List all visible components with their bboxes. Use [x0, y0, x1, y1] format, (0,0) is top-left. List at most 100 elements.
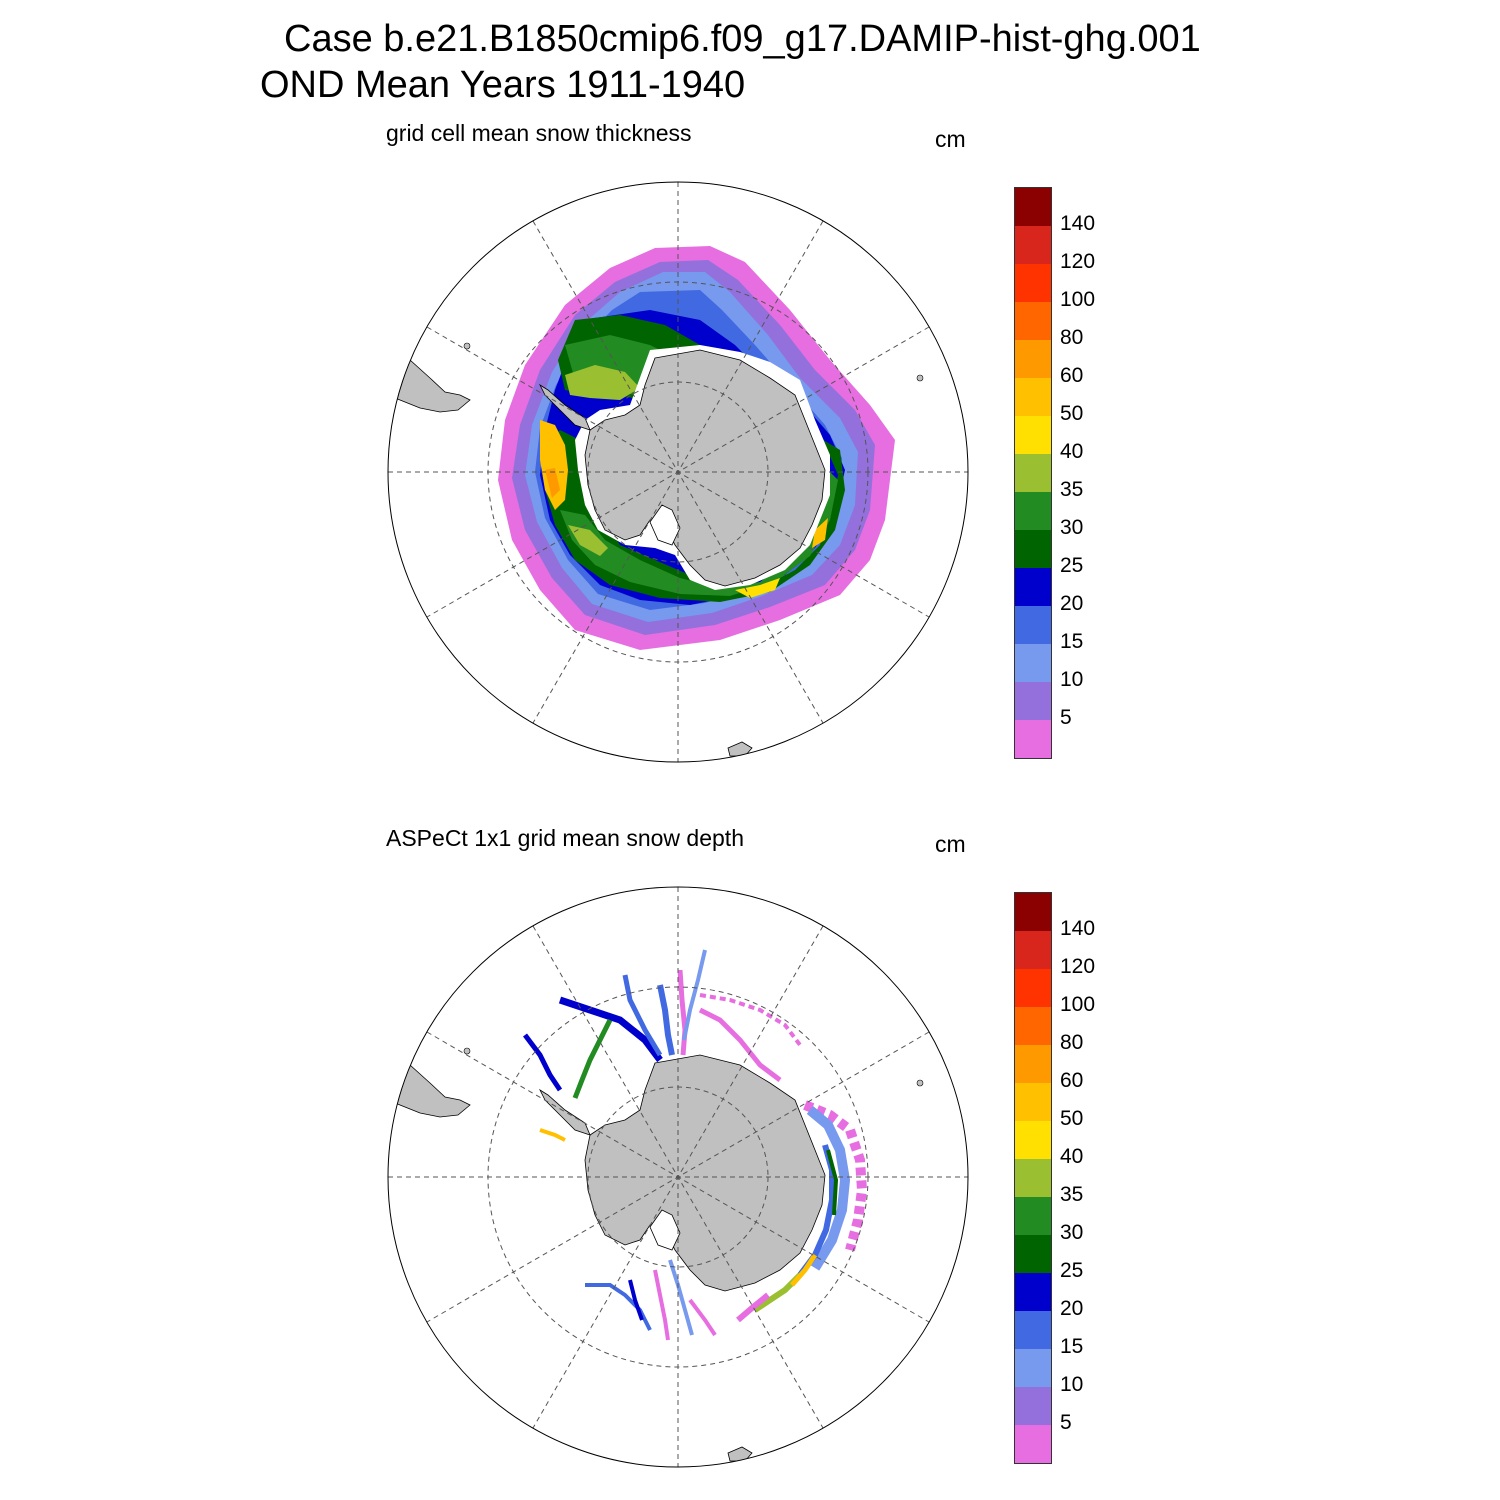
colorbar-tick-label: 120	[1060, 250, 1096, 273]
colorbar-segment	[1015, 568, 1051, 606]
colorbar-tick-label: 140	[1060, 212, 1096, 235]
tasmania-landmass	[727, 1446, 753, 1462]
track-east-green	[826, 1149, 839, 1216]
island-1	[463, 1047, 471, 1055]
snow-band-60	[545, 468, 560, 498]
snow-band-40-west-coast	[735, 578, 780, 598]
colorbar-segment	[1015, 1349, 1051, 1387]
track-east-coast-yellow	[790, 1253, 818, 1287]
ross-sea-embayment	[649, 1209, 681, 1251]
track-weddell-5	[677, 969, 688, 1056]
colorbar-segment	[1015, 1083, 1051, 1121]
colorbar-segment	[1015, 1387, 1051, 1425]
colorbar-segment	[1015, 416, 1051, 454]
colorbar-segment	[1015, 606, 1051, 644]
colorbar-tick-label: 35	[1060, 1183, 1084, 1206]
colorbar-segment	[1015, 454, 1051, 492]
panel1-map	[387, 181, 969, 763]
aspect-ship-tracks	[523, 949, 868, 1341]
panel1-colorbar	[1014, 187, 1052, 759]
colorbar-segment	[1015, 226, 1051, 264]
colorbar-segment	[1015, 969, 1051, 1007]
colorbar-segment	[1015, 1007, 1051, 1045]
colorbar-segment	[1015, 188, 1051, 226]
snow-band-50-peninsula	[540, 420, 568, 510]
colorbar-segment	[1015, 682, 1051, 720]
colorbar-tick-label: 35	[1060, 478, 1084, 501]
track-weddell-6	[682, 949, 707, 1041]
colorbar-tick-label: 25	[1060, 554, 1084, 577]
snow-band-40	[565, 365, 640, 400]
panel2-colorbar	[1014, 892, 1052, 1464]
colorbar-tick-label: 5	[1060, 1411, 1072, 1434]
island-1	[463, 342, 471, 350]
colorbar-tick-label: 20	[1060, 592, 1084, 615]
colorbar-tick-label: 10	[1060, 1373, 1084, 1396]
panel2-map-content	[388, 949, 924, 1462]
colorbar-tick-label: 100	[1060, 993, 1096, 1016]
track-east-outer	[803, 1100, 868, 1252]
colorbar-segment	[1015, 492, 1051, 530]
track-east-mid	[806, 1106, 851, 1271]
colorbar-segment	[1015, 264, 1051, 302]
south-america-landmass	[388, 1064, 471, 1118]
panel2-units: cm	[935, 831, 966, 857]
colorbar-segment	[1015, 893, 1051, 931]
colorbar-segment	[1015, 378, 1051, 416]
colorbar-tick-label: 5	[1060, 706, 1072, 729]
colorbar-tick-label: 25	[1060, 1259, 1084, 1282]
south-america-landmass	[388, 359, 471, 413]
track-peninsula	[523, 1033, 563, 1092]
colorbar-tick-label: 50	[1060, 402, 1084, 425]
track-east-coast-2	[736, 1292, 770, 1323]
island-2	[916, 1079, 924, 1087]
colorbar-tick-label: 30	[1060, 516, 1084, 539]
antarctic-peninsula	[539, 383, 591, 431]
snow-band-35-east	[560, 470, 838, 596]
colorbar-tick-label: 80	[1060, 1031, 1084, 1054]
snow-band-40-east	[568, 525, 608, 556]
track-weddell-3	[622, 974, 663, 1057]
track-weddell-8	[699, 993, 802, 1047]
colorbar-tick-label: 40	[1060, 1145, 1084, 1168]
track-weddell-4	[657, 984, 675, 1056]
colorbar-tick-label: 10	[1060, 668, 1084, 691]
panel2-map-border	[387, 886, 969, 1468]
colorbar-tick-label: 20	[1060, 1297, 1084, 1320]
colorbar-segment	[1015, 1425, 1051, 1463]
track-weddell-7	[698, 1007, 782, 1082]
colorbar-tick-label: 50	[1060, 1107, 1084, 1130]
colorbar-tick-label: 60	[1060, 364, 1084, 387]
ross-sea-embayment	[649, 504, 681, 546]
colorbar-segment	[1015, 720, 1051, 758]
track-ross-5	[688, 1298, 717, 1337]
colorbar-tick-label: 100	[1060, 288, 1096, 311]
colorbar-tick-label: 140	[1060, 917, 1096, 940]
colorbar-tick-label: 120	[1060, 955, 1096, 978]
tasmania-landmass	[727, 741, 753, 757]
panel2-graticule	[388, 887, 968, 1467]
colorbar-segment	[1015, 530, 1051, 568]
colorbar-tick-label: 80	[1060, 326, 1084, 349]
figure-title-line1: Case b.e21.B1850cmip6.f09_g17.DAMIP-hist…	[284, 18, 1201, 60]
colorbar-segment	[1015, 1159, 1051, 1197]
snow-band-50-east-coast	[812, 518, 828, 548]
colorbar-segment	[1015, 1197, 1051, 1235]
island-2	[916, 374, 924, 382]
track-ross-1	[585, 1283, 652, 1331]
track-peninsula-2	[539, 1128, 566, 1142]
track-ross-3	[653, 1269, 670, 1341]
panel1-map-border	[387, 181, 969, 763]
colorbar-segment	[1015, 1121, 1051, 1159]
colorbar-tick-label: 30	[1060, 1221, 1084, 1244]
panel1-map-content	[388, 246, 924, 757]
track-weddell-2	[572, 1018, 613, 1099]
colorbar-segment	[1015, 931, 1051, 969]
antarctic-peninsula	[539, 1088, 591, 1136]
colorbar-segment	[1015, 1045, 1051, 1083]
colorbar-segment	[1015, 1235, 1051, 1273]
antarctica-landmass	[584, 1054, 826, 1292]
track-ross-4	[668, 1259, 694, 1336]
colorbar-segment	[1015, 340, 1051, 378]
